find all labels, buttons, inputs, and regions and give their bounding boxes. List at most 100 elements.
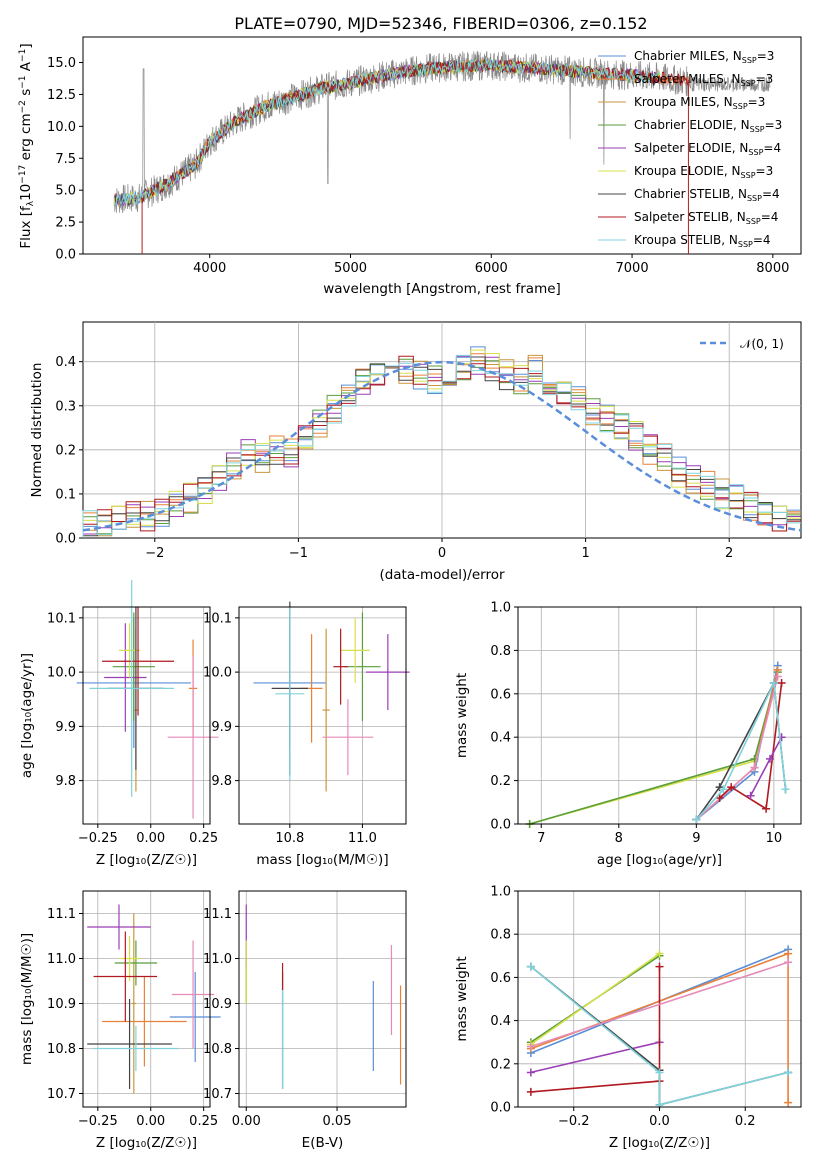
z-mass-xlabel: Z [log₁₀(Z/Z☉)] (96, 1135, 197, 1151)
z-mass-ytick-label: 11.1 (47, 907, 76, 922)
mass-age-ytick-label: 9.8 (211, 774, 232, 789)
legend-label-2: Salpeter MILES, NSSP=3 (634, 72, 773, 88)
age-weight-marker (715, 793, 724, 802)
age-weight-xtick-label: 9 (692, 831, 700, 846)
age-weight-marker (777, 733, 786, 742)
z-age-ytick-label: 10.0 (47, 666, 76, 681)
age-weight-ytick-label: 0.2 (490, 774, 511, 789)
z-weight-xtick-label: 0.2 (735, 1114, 756, 1129)
age-weight-marker (750, 763, 759, 772)
z-weight-marker (526, 962, 535, 971)
z-age-xtick-label: 0.00 (136, 831, 165, 846)
z-mass-panel: −0.25 0.00 0.25 10.7 10.8 10.9 11.0 11.1 Z [log₁… (19, 890, 221, 1151)
z-age-panel: −0.25 0.00 0.25 9.8 9.9 10.0 10.1 Z [log₁₀(Z/Z☉… (19, 579, 219, 868)
normal-curve (82, 360, 802, 532)
spectrum-xtick-label: 7000 (616, 261, 649, 276)
z-weight-ytick-label: 0.4 (490, 1014, 511, 1029)
age-weight-xtick-label: 8 (615, 831, 623, 846)
legend-label-9: Kroupa STELIB, NSSP=4 (634, 233, 771, 249)
histogram-ytick-label: 0.4 (55, 355, 76, 370)
z-mass-marks (87, 904, 221, 1094)
histogram-xtick-label: −2 (145, 546, 164, 561)
z-weight-marker (784, 1098, 793, 1107)
mass-age-panel: 10.8 11.0 9.8 9.9 10.0 10.1 mass [log₁₀(M/M☉)] (203, 601, 410, 868)
age-weight-ytick-label: 1.0 (490, 601, 511, 616)
age-weight-ytick-label: 0.8 (490, 644, 511, 659)
spectrum-xtick-label: 6000 (475, 261, 508, 276)
age-weight-marker (773, 672, 782, 681)
ebv-mass-ytick-label: 10.7 (203, 1087, 232, 1102)
ebv-mass-marks (245, 904, 402, 1089)
age-weight-marker (692, 815, 701, 824)
histogram-ytick-label: 0.3 (55, 399, 76, 414)
histogram-ytick-label: 0.0 (55, 532, 76, 547)
spectrum-legend: Chabrier MILES, NSSP=3 Salpeter MILES, NS… (598, 49, 782, 249)
z-mass-ylabel: mass [log₁₀(M/M☉)] (19, 933, 35, 1065)
age-weight-marker (727, 783, 736, 792)
spectrum-xtick-label: 8000 (756, 261, 789, 276)
age-weight-panel: 7 8 9 10 0.0 0.2 0.4 0.6 0.8 1.0 age [log₁₀(age/yr… (454, 601, 802, 868)
age-weight-marker (765, 754, 774, 763)
spectrum-ytick-label: 15.0 (47, 56, 76, 71)
z-weight-line-5 (530, 1041, 660, 1074)
z-age-ytick-label: 9.9 (55, 720, 76, 735)
ebv-mass-ytick-label: 11.0 (203, 952, 232, 967)
z-weight-ytick-label: 1.0 (490, 885, 511, 900)
age-weight-ylabel: mass weight (454, 673, 470, 758)
age-weight-marker (777, 678, 786, 687)
age-weight-marker (746, 791, 755, 800)
normal-legend-label: 𝒩(0, 1) (740, 337, 784, 351)
spectrum-xlabel: wavelength [Angstrom, rest frame] (323, 281, 561, 297)
age-weight-line-4 (695, 669, 779, 821)
model-spectrum-2 (141, 58, 689, 254)
legend-label-8: Salpeter STELIB, NSSP=4 (634, 210, 778, 226)
histogram-ylabel: Normed distribution (29, 363, 45, 498)
z-weight-marks (526, 945, 793, 1109)
age-weight-frame (517, 606, 802, 825)
histogram-xlabel: (data-model)/error (379, 567, 505, 583)
z-weight-marker (526, 1068, 535, 1077)
spectrum-ytick-label: 0.0 (55, 248, 76, 263)
z-weight-line-9 (530, 961, 789, 1048)
z-age-ytick-label: 10.1 (47, 611, 76, 626)
age-weight-line-3 (695, 665, 779, 821)
spectrum-ytick-label: 10.0 (47, 120, 76, 135)
z-age-xlabel: Z [log₁₀(Z/Z☉)] (96, 852, 197, 868)
legend-label-5: Salpeter ELODIE, NSSP=4 (634, 141, 781, 157)
residual-histogram-9 (82, 354, 801, 538)
age-weight-line-6 (719, 682, 783, 811)
spectrum-ylabel: Flux [fλ10−17 erg cm−2 s−1 A−1] (18, 43, 36, 248)
spectrum-ytick-label: 5.0 (55, 184, 76, 199)
mass-age-ytick-label: 9.9 (211, 720, 232, 735)
ebv-mass-ytick-label: 10.8 (203, 1042, 232, 1057)
age-weight-marker (719, 785, 728, 794)
legend-label-6: Kroupa ELODIE, NSSP=3 (634, 164, 773, 180)
z-mass-frame (82, 890, 211, 1108)
model-spectrum-8 (141, 59, 689, 254)
z-age-ytick-label: 9.8 (55, 774, 76, 789)
mass-age-frame (238, 606, 407, 825)
age-weight-marker (769, 678, 778, 687)
spectrum-ytick-label: 7.5 (55, 152, 76, 167)
spectrum-panel: 4000 5000 6000 7000 8000 0.0 2.5 5.0 7.5 10.0 12.5… (18, 36, 802, 297)
spectrum-xtick-label: 5000 (334, 261, 367, 276)
z-weight-xtick-label: −0.2 (558, 1114, 590, 1129)
z-mass-xtick-label: 0.00 (136, 1114, 165, 1129)
ebv-mass-ytick-label: 10.9 (203, 997, 232, 1012)
legend-label-4: Chabrier ELODIE, NSSP=3 (634, 118, 782, 134)
mass-age-xtick-label: 10.8 (275, 831, 304, 846)
z-mass-xtick-label: −0.25 (78, 1114, 118, 1129)
z-weight-xtick-label: 0.0 (649, 1114, 670, 1129)
residual-histogram-7 (82, 356, 801, 538)
z-mass-xtick-label: 0.25 (189, 1114, 218, 1129)
z-age-xtick-label: −0.25 (78, 831, 118, 846)
z-weight-ytick-label: 0.0 (490, 1101, 511, 1116)
mass-age-xtick-label: 11.0 (348, 831, 377, 846)
residual-histogram-panel: −2 −1 0 1 2 0.0 0.1 0.2 0.3 0.4 (data-model)/erro… (29, 321, 802, 583)
z-weight-ytick-label: 0.6 (490, 971, 511, 986)
age-weight-marker (781, 785, 790, 794)
histogram-xtick-label: 2 (725, 546, 733, 561)
z-weight-marker (784, 958, 793, 967)
mass-age-marks (253, 601, 410, 792)
